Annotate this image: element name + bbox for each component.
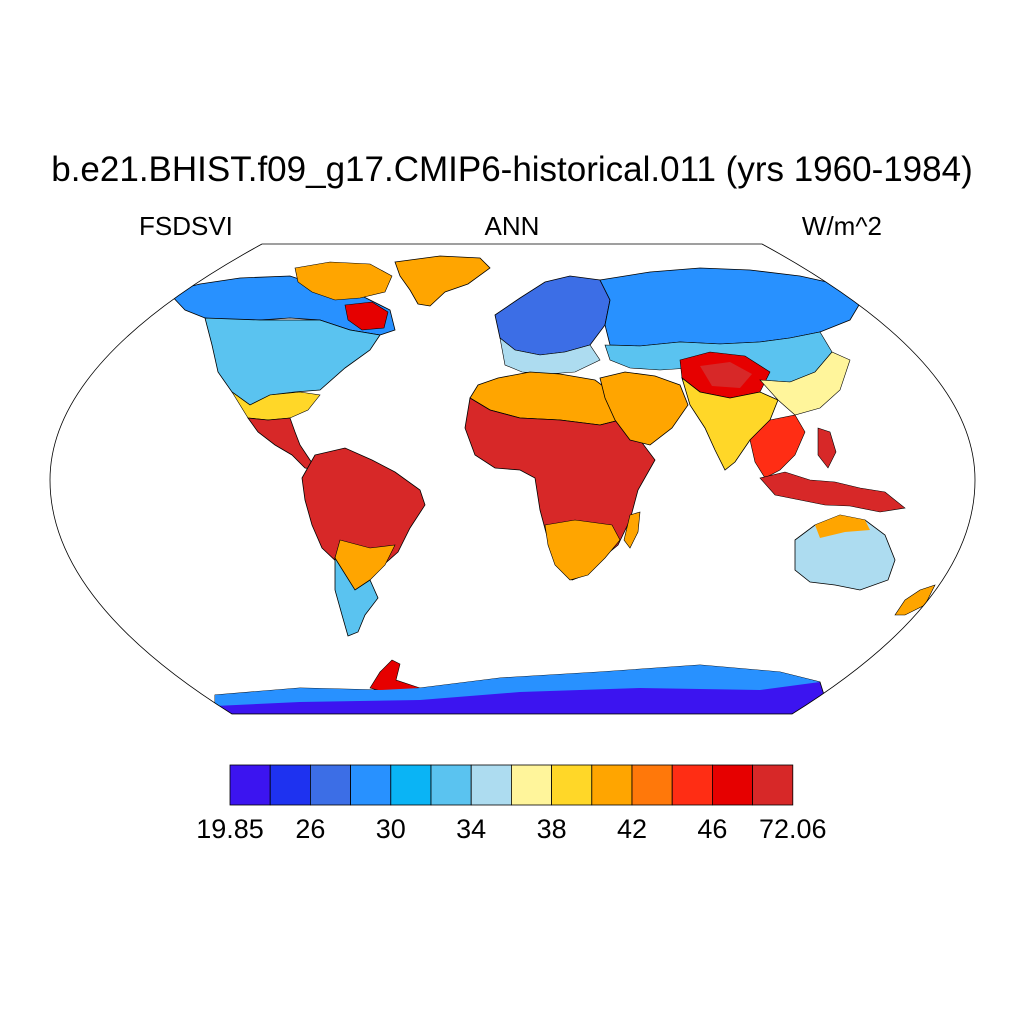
madagascar	[623, 511, 641, 549]
southern-africa	[544, 519, 621, 581]
australia-north	[815, 515, 870, 538]
colorbar-tick-label: 30	[375, 814, 406, 844]
colorbar-tick-label: 26	[295, 814, 326, 844]
maritime-continent	[759, 471, 906, 513]
hudson-region	[344, 301, 389, 331]
colorbar-swatch	[551, 764, 593, 806]
plot-title: b.e21.BHIST.f09_g17.CMIP6-historical.011…	[51, 150, 973, 189]
colorbar-swatch	[309, 764, 351, 806]
greenland	[394, 255, 491, 307]
colorbar-tick-label: 34	[456, 814, 487, 844]
colorbar-swatch	[712, 764, 754, 806]
colorbar-tick-label: 46	[697, 814, 728, 844]
middle-east	[599, 371, 689, 446]
colorbar-tick-label: 72.06	[759, 814, 827, 844]
colorbar-swatch	[470, 764, 512, 806]
canadian-archipelago	[294, 261, 393, 301]
north-america-mid	[204, 317, 381, 406]
variable-label: FSDSVI	[139, 211, 233, 241]
southeast-asia	[749, 414, 806, 479]
colorbar-swatch	[269, 764, 311, 806]
colorbar-tick-label: 38	[536, 814, 567, 844]
colorbar-swatch	[671, 764, 713, 806]
colorbar	[229, 764, 794, 806]
colorbar-tick-label: 19.85	[196, 814, 264, 844]
colorbar-swatch	[752, 764, 794, 806]
colorbar-swatch	[430, 764, 472, 806]
colorbar-tick-label: 42	[616, 814, 648, 844]
southern-europe	[499, 337, 601, 375]
patagonia	[334, 556, 379, 637]
colorbar-swatch	[631, 764, 673, 806]
units-label: W/m^2	[801, 211, 882, 241]
colorbar-swatch	[350, 764, 392, 806]
colorbar-swatch	[510, 764, 552, 806]
philippines	[817, 427, 837, 469]
antarctica-coast	[215, 665, 820, 706]
colorbar-swatch	[390, 764, 432, 806]
tibet-core	[700, 362, 752, 388]
map-outline	[49, 243, 976, 715]
season-label: ANN	[484, 211, 540, 241]
colorbar-swatch	[591, 764, 633, 806]
south-america	[301, 447, 426, 576]
colorbar-swatch	[229, 764, 271, 806]
east-asia	[759, 351, 851, 416]
